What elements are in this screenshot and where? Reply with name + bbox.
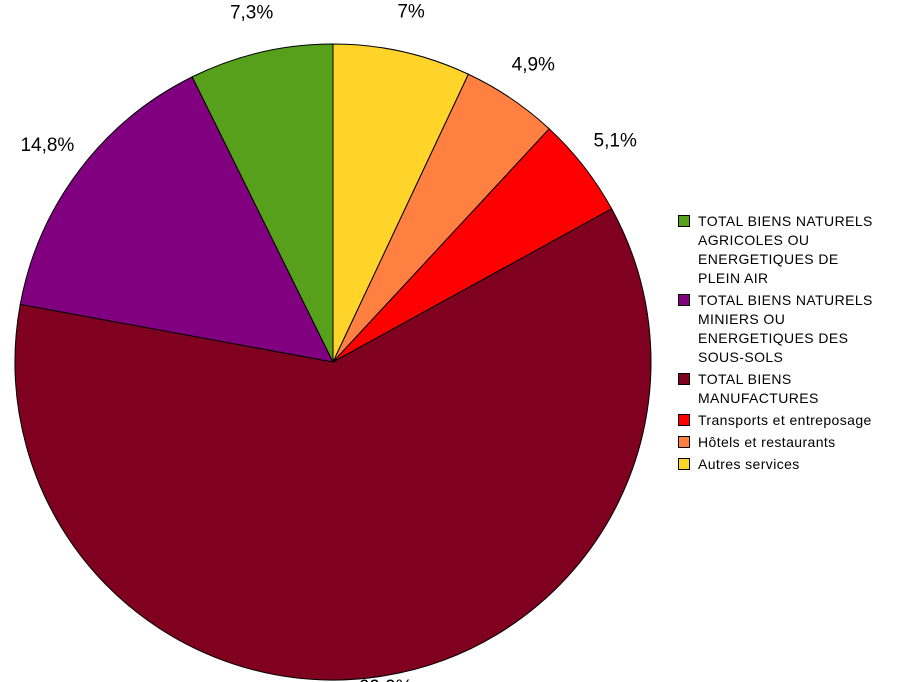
legend-swatch <box>678 458 690 470</box>
pie-chart: 7% 4,9% 5,1% 60,9% 14,8% 7,3% <box>14 2 652 682</box>
legend-swatch <box>678 436 690 448</box>
pie-slices <box>14 43 652 681</box>
legend-label: TOTAL BIENS MANUFACTURES <box>698 371 819 406</box>
legend-label: TOTAL BIENS NATURELS MINIERS OU ENERGETI… <box>698 292 873 365</box>
legend-label: Hôtels et restaurants <box>698 434 836 450</box>
pie-slice <box>19 76 334 363</box>
pie-slice <box>14 208 652 681</box>
legend-swatch <box>678 373 690 385</box>
legend-swatch <box>678 294 690 306</box>
slice-percent-label: 7% <box>397 2 425 23</box>
slice-percent-label: 60,9% <box>359 677 413 682</box>
legend-item: TOTAL BIENS MANUFACTURES <box>678 370 883 408</box>
pie-slice <box>332 43 470 363</box>
slice-percent-label: 4,9% <box>512 54 555 75</box>
legend-swatch <box>678 414 690 426</box>
legend-label: TOTAL BIENS NATURELS AGRICOLES OU ENERGE… <box>698 213 873 286</box>
slice-percent-label: 7,3% <box>230 2 273 23</box>
legend-item: Transports et entreposage <box>678 411 883 430</box>
legend-swatch <box>678 215 690 227</box>
legend: TOTAL BIENS NATURELS AGRICOLES OU ENERGE… <box>678 212 883 477</box>
legend-item: TOTAL BIENS NATURELS MINIERS OU ENERGETI… <box>678 291 883 367</box>
legend-label: Autres services <box>698 456 800 472</box>
pie-slice <box>191 43 334 363</box>
slice-percent-label: 14,8% <box>20 135 74 156</box>
legend-item: TOTAL BIENS NATURELS AGRICOLES OU ENERGE… <box>678 212 883 288</box>
legend-item: Hôtels et restaurants <box>678 433 883 452</box>
slice-percent-label: 5,1% <box>594 131 637 152</box>
pie-labels: 7% 4,9% 5,1% 60,9% 14,8% 7,3% <box>20 2 636 682</box>
legend-label: Transports et entreposage <box>698 412 872 428</box>
legend-item: Autres services <box>678 455 883 474</box>
